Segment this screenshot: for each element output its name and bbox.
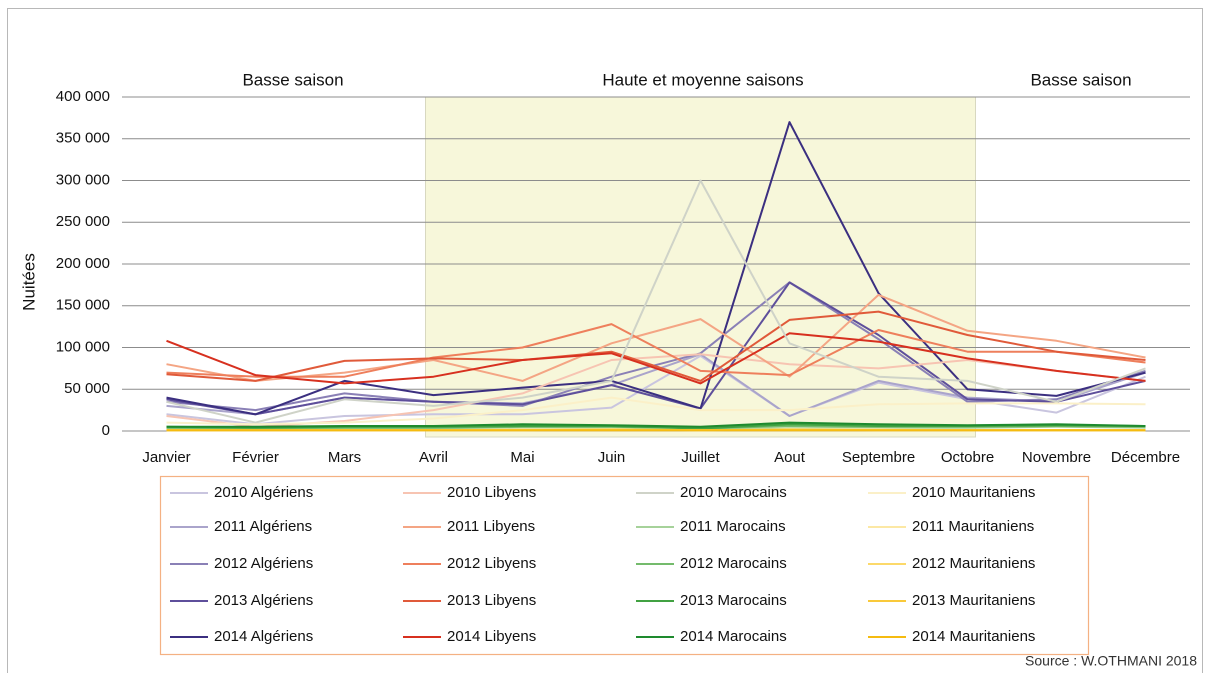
y-tick-label: 50 000	[64, 380, 110, 397]
legend-label: 2010 Libyens	[447, 484, 536, 501]
y-tick-label: 400 000	[56, 88, 110, 105]
legend-label: 2013 Libyens	[447, 592, 536, 609]
legend-label: 2014 Algériens	[214, 628, 313, 645]
x-tick-label: Septembre	[842, 449, 915, 466]
legend-label: 2014 Libyens	[447, 628, 536, 645]
x-tick-label: Octobre	[941, 449, 994, 466]
x-tick-label: Décembre	[1111, 449, 1180, 466]
series-line	[166, 332, 1146, 385]
series-line	[166, 310, 1146, 382]
season-label: Haute et moyenne saisons	[602, 70, 803, 89]
legend-label: 2011 Marocains	[680, 518, 786, 535]
y-tick-label: 350 000	[56, 130, 110, 147]
legend-label: 2010 Algériens	[214, 484, 313, 501]
x-tick-label: Février	[232, 449, 279, 466]
x-tick-label: Novembre	[1022, 449, 1091, 466]
series-line	[166, 421, 1146, 428]
x-tick-label: Janvier	[142, 449, 190, 466]
x-tick-label: Juillet	[681, 449, 720, 466]
x-tick-label: Mars	[328, 449, 361, 466]
series-line	[166, 179, 1146, 424]
season-label: Basse saison	[242, 70, 343, 89]
season-label: Basse saison	[1030, 70, 1131, 89]
x-tick-label: Aout	[774, 449, 806, 466]
frame	[7, 8, 1203, 673]
y-tick-label: 200 000	[56, 255, 110, 272]
legend-label: 2012 Mauritaniens	[912, 555, 1035, 572]
legend-label: 2013 Mauritaniens	[912, 592, 1035, 609]
x-tick-label: Juin	[598, 449, 626, 466]
y-tick-label: 150 000	[56, 297, 110, 314]
series-line	[166, 121, 1146, 416]
series-line	[166, 293, 1146, 382]
series-line	[166, 281, 1146, 412]
x-tick-label: Avril	[419, 449, 448, 466]
legend-box	[159, 475, 1090, 656]
legend-label: 2011 Algériens	[214, 518, 312, 535]
x-tick-label: Mai	[510, 449, 534, 466]
legend-label: 2011 Libyens	[447, 518, 535, 535]
y-axis-label: Nuitées	[19, 253, 38, 311]
series-line	[166, 281, 1146, 416]
legend-label: 2014 Marocains	[680, 628, 787, 645]
legend-label: 2010 Marocains	[680, 484, 787, 501]
legend-label: 2010 Mauritaniens	[912, 484, 1035, 501]
legend-label: 2012 Libyens	[447, 555, 536, 572]
source: Source : W.OTHMANI 2018	[1025, 653, 1197, 669]
legend-label: 2013 Marocains	[680, 592, 787, 609]
series-line	[166, 396, 1146, 426]
series-line	[166, 323, 1146, 378]
legend-label: 2014 Mauritaniens	[912, 628, 1035, 645]
y-tick-label: 0	[102, 422, 110, 439]
legend-label: 2012 Algériens	[214, 555, 313, 572]
legend-label: 2011 Mauritaniens	[912, 518, 1034, 535]
y-tick-label: 100 000	[56, 338, 110, 355]
y-tick-label: 250 000	[56, 213, 110, 230]
legend-label: 2013 Algériens	[214, 592, 313, 609]
y-tick-label: 300 000	[56, 171, 110, 188]
legend-label: 2012 Marocains	[680, 555, 787, 572]
